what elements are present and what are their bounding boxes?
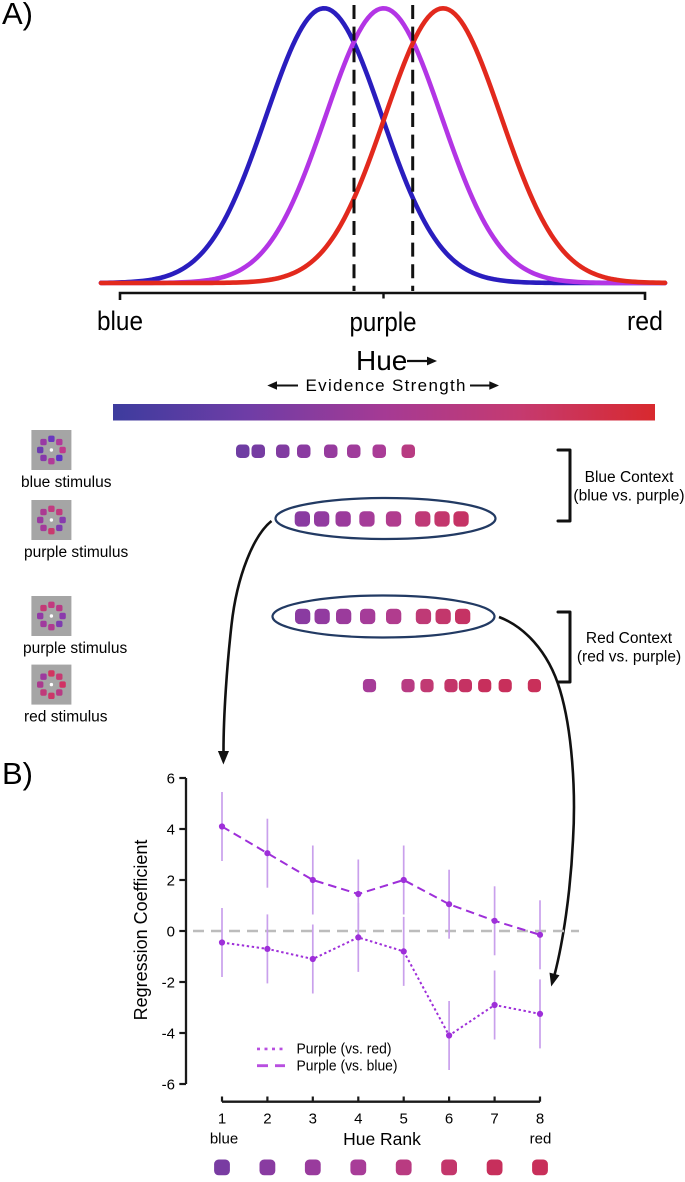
svg-text:-2: -2 [162, 974, 175, 991]
svg-text:(blue vs. purple): (blue vs. purple) [573, 488, 684, 505]
svg-text:7: 7 [490, 1111, 498, 1128]
svg-text:blue: blue [210, 1131, 238, 1148]
svg-text:Hue: Hue [356, 345, 407, 376]
svg-text:Purple (vs. blue): Purple (vs. blue) [297, 1058, 398, 1075]
svg-text:(red vs. purple): (red vs. purple) [577, 649, 681, 666]
svg-text:Hue Rank: Hue Rank [343, 1129, 421, 1149]
svg-text:Purple (vs. red): Purple (vs. red) [297, 1041, 392, 1058]
svg-text:red: red [627, 306, 663, 336]
svg-text:4: 4 [354, 1111, 362, 1128]
svg-text:0: 0 [167, 923, 175, 940]
svg-text:5: 5 [400, 1111, 408, 1128]
svg-text:purple stimulus: purple stimulus [24, 544, 128, 561]
svg-text:Evidence Strength: Evidence Strength [306, 376, 466, 395]
svg-text:-4: -4 [162, 1025, 175, 1042]
svg-text:B): B) [2, 756, 33, 791]
svg-text:Regression Coefficient: Regression Coefficient [131, 840, 151, 1021]
svg-text:2: 2 [263, 1111, 271, 1128]
svg-text:Red Context: Red Context [586, 630, 673, 647]
svg-text:6: 6 [445, 1111, 453, 1128]
svg-text:blue stimulus: blue stimulus [21, 474, 112, 491]
svg-text:4: 4 [167, 821, 175, 838]
svg-text:red: red [530, 1131, 552, 1148]
svg-text:purple stimulus: purple stimulus [23, 640, 127, 657]
svg-text:red stimulus: red stimulus [24, 709, 108, 726]
svg-text:-6: -6 [162, 1076, 175, 1093]
svg-text:2: 2 [167, 872, 175, 889]
svg-text:blue: blue [97, 306, 143, 336]
svg-text:8: 8 [536, 1111, 544, 1128]
svg-text:3: 3 [309, 1111, 317, 1128]
svg-text:Blue Context: Blue Context [585, 469, 674, 486]
svg-text:purple: purple [350, 307, 417, 337]
svg-text:1: 1 [218, 1111, 226, 1128]
svg-text:6: 6 [167, 770, 175, 787]
svg-text:A): A) [2, 0, 33, 31]
